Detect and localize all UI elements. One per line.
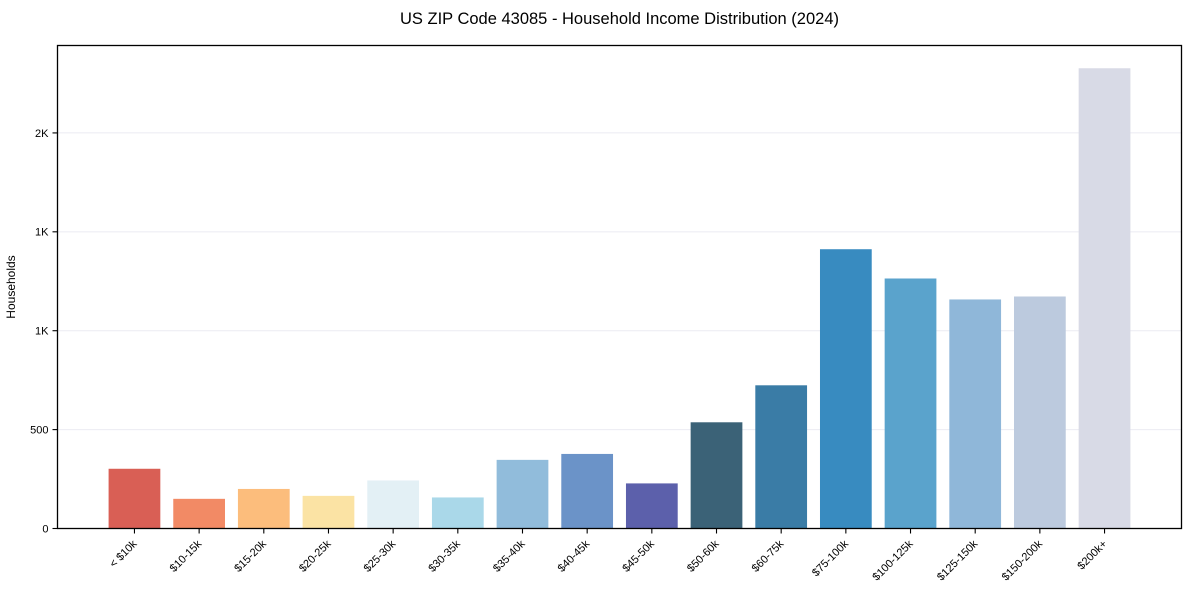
chart-title: US ZIP Code 43085 - Household Income Dis…: [400, 10, 839, 28]
bar-$35-40k: [496, 459, 549, 529]
bar-$150-200k: [1013, 296, 1066, 529]
bar-$40-45k: [561, 453, 614, 529]
plot-frame: [56, 44, 1183, 530]
y-tick-label: 2K: [35, 128, 49, 140]
y-axis-label: Households: [4, 255, 18, 318]
bar-$15-20k: [237, 488, 290, 529]
bar-$30-35k: [431, 497, 484, 529]
y-tick-label: 0: [42, 523, 48, 535]
bar-< $10k: [108, 468, 161, 529]
y-tick-label: 500: [30, 424, 48, 436]
bar-$25-30k: [367, 480, 420, 529]
bar-$200k+: [1078, 68, 1131, 529]
bar-$125-150k: [949, 299, 1002, 529]
y-tick-label: 1K: [35, 326, 49, 338]
bar-$75-100k: [819, 249, 872, 529]
bar-$100-125k: [884, 278, 937, 529]
bar-$10-15k: [173, 498, 226, 529]
bar-$45-50k: [625, 483, 678, 529]
y-tick-label: 1K: [35, 227, 49, 239]
bar-$20-25k: [302, 495, 355, 529]
bar-$60-75k: [755, 385, 808, 529]
bar-$50-60k: [690, 422, 743, 529]
